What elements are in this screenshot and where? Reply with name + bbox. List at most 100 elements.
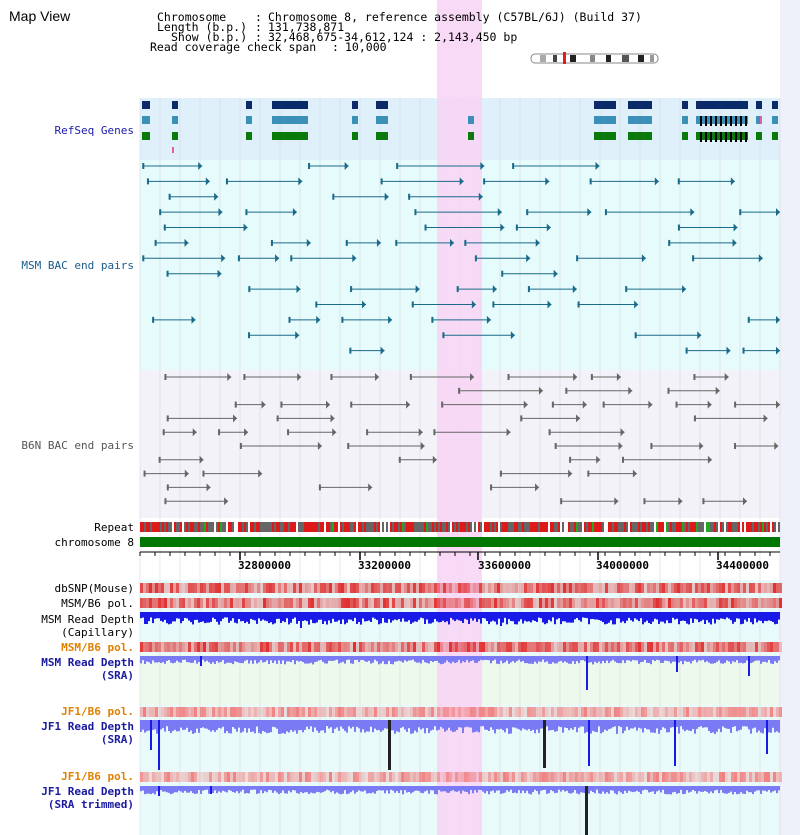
b6n-bac-pair-end	[560, 498, 563, 505]
gene-exon	[700, 132, 702, 142]
track-label-msm-b6-pol-2[interactable]: MSM/B6 pol.	[61, 641, 134, 654]
jf1-sra-depth-bar	[718, 720, 720, 729]
jf1-trimmed-depth-bar	[254, 786, 256, 790]
jf1-sra-depth-bar	[728, 720, 730, 729]
msm-b6-pol-cell	[281, 598, 284, 608]
track-label-dbsnp[interactable]: dbSNP(Mouse)	[54, 582, 134, 595]
repeat-feature	[324, 522, 326, 532]
repeat-feature	[758, 522, 760, 532]
msm-b6-pol-cell	[206, 598, 209, 608]
jf1-trimmed-depth-bar	[742, 786, 744, 794]
jf1-sra-depth-bar	[238, 720, 240, 728]
repeat-feature	[400, 522, 402, 532]
msm-capillary-depth-bar	[382, 612, 384, 618]
repeat-feature	[220, 522, 222, 532]
track-label-jf1-b6-pol-2[interactable]: JF1/B6 pol.	[61, 770, 134, 783]
msm-capillary-depth-bar	[434, 612, 436, 619]
track-label-jf1-b6-pol[interactable]: JF1/B6 pol.	[61, 705, 134, 718]
msm-sra-depth-bar	[238, 656, 240, 663]
jf1-trimmed-depth-bar	[650, 786, 652, 792]
jf1-b6-pol2-cell	[404, 772, 407, 782]
jf1-b6-pol-cell	[641, 707, 644, 717]
msm-sra-depth-bar	[720, 656, 722, 664]
dbsnp-cell	[359, 583, 362, 593]
msm-b6-pol-cell	[377, 598, 380, 608]
msm-sra-depth-bar	[484, 656, 486, 660]
track-label-repeat[interactable]: Repeat	[94, 521, 134, 534]
msm-capillary-depth-bar-spike	[300, 612, 302, 628]
msm-b6-pol2-cell	[716, 642, 719, 652]
jf1-trimmed-depth-bar	[344, 786, 346, 791]
track-label-msm-read-capillary[interactable]: MSM Read Depth	[41, 613, 134, 626]
msm-sra-depth-bar	[518, 656, 520, 660]
jf1-trimmed-depth-bar	[580, 786, 582, 793]
jf1-trimmed-depth-bar	[272, 786, 274, 793]
msm-capillary-depth-bar	[548, 612, 550, 620]
jf1-b6-pol2-cell	[317, 772, 320, 782]
repeat-feature	[314, 522, 316, 532]
jf1-b6-pol-cell	[332, 707, 335, 717]
repeat-feature	[180, 522, 182, 532]
dbsnp-cell	[212, 583, 215, 593]
jf1-sra-depth-bar	[546, 720, 548, 727]
msm-b6-pol2-cell	[242, 642, 245, 652]
track-label-msm-bac[interactable]: MSM BAC end pairs	[21, 259, 134, 272]
track-label-refseq-genes[interactable]: RefSeq Genes	[54, 124, 134, 137]
msm-b6-pol2-cell	[269, 642, 272, 652]
msm-b6-pol-cell	[227, 598, 230, 608]
dbsnp-cell	[464, 583, 467, 593]
track-label-msm-b6-pol[interactable]: MSM/B6 pol.	[61, 597, 134, 610]
dbsnp-cell	[260, 583, 263, 593]
msm-capillary-depth-bar-spike	[650, 612, 652, 624]
track-label-b6n-bac[interactable]: B6N BAC end pairs	[21, 439, 134, 452]
jf1-trimmed-depth-bar	[538, 786, 540, 795]
msm-b6-pol2-cell	[356, 642, 359, 652]
jf1-sra-depth-bar	[554, 720, 556, 732]
repeat-feature	[642, 522, 644, 532]
jf1-b6-pol2-cell	[455, 772, 458, 782]
jf1-sra-depth-bar	[656, 720, 658, 729]
track-label-jf1-read-sra[interactable]: JF1 Read Depth	[41, 720, 134, 733]
track-label-chromosome[interactable]: chromosome 8	[54, 536, 134, 549]
msm-bac-pair-end	[625, 286, 628, 293]
repeat-feature	[490, 522, 492, 532]
msm-capillary-depth-bar	[712, 612, 714, 619]
track-label-jf1-read-trimmed[interactable]: JF1 Read Depth	[41, 785, 134, 798]
jf1-trimmed-depth-bar	[148, 786, 150, 794]
b6n-bac-pair-end	[406, 400, 411, 409]
msm-sra-depth-bar	[376, 656, 378, 662]
jf1-sra-depth-bar	[636, 720, 638, 731]
jf1-b6-pol2-cell	[236, 772, 239, 782]
msm-b6-pol2-cell	[275, 642, 278, 652]
jf1-sra-depth-bar	[514, 720, 516, 728]
dbsnp-cell	[176, 583, 179, 593]
msm-sra-depth-bar	[216, 656, 218, 662]
jf1-sra-depth-bar	[280, 720, 282, 734]
jf1-b6-pol-cell	[209, 707, 212, 717]
msm-b6-pol-cell	[335, 598, 338, 608]
jf1-b6-pol2-cell	[389, 772, 392, 782]
msm-capillary-depth-bar	[194, 612, 196, 620]
track-label-msm-read-sra[interactable]: MSM Read Depth	[41, 656, 134, 669]
msm-bac-pair-end	[677, 224, 680, 231]
msm-sra-depth-bar	[682, 656, 684, 665]
msm-capillary-depth-bar	[764, 612, 766, 621]
msm-capillary-depth-bar	[162, 612, 164, 622]
jf1-sra-depth-bar	[330, 720, 332, 728]
msm-sra-depth-bar	[602, 656, 604, 661]
jf1-b6-pol2-cell	[305, 772, 308, 782]
dbsnp-cell	[311, 583, 314, 593]
msm-b6-pol2-cell	[560, 642, 563, 652]
msm-b6-pol-cell	[314, 598, 317, 608]
repeat-feature	[158, 522, 160, 532]
msm-b6-pol-cell	[752, 598, 755, 608]
jf1-sra-depth-bar	[230, 720, 232, 734]
msm-sra-depth-bar	[702, 656, 704, 660]
msm-b6-pol-cell	[590, 598, 593, 608]
jf1-sra-depth-bar	[190, 720, 192, 731]
msm-b6-pol-cell	[647, 598, 650, 608]
jf1-b6-pol2-cell	[590, 772, 593, 782]
jf1-trimmed-depth-bar	[246, 786, 248, 793]
jf1-b6-pol-cell	[401, 707, 404, 717]
